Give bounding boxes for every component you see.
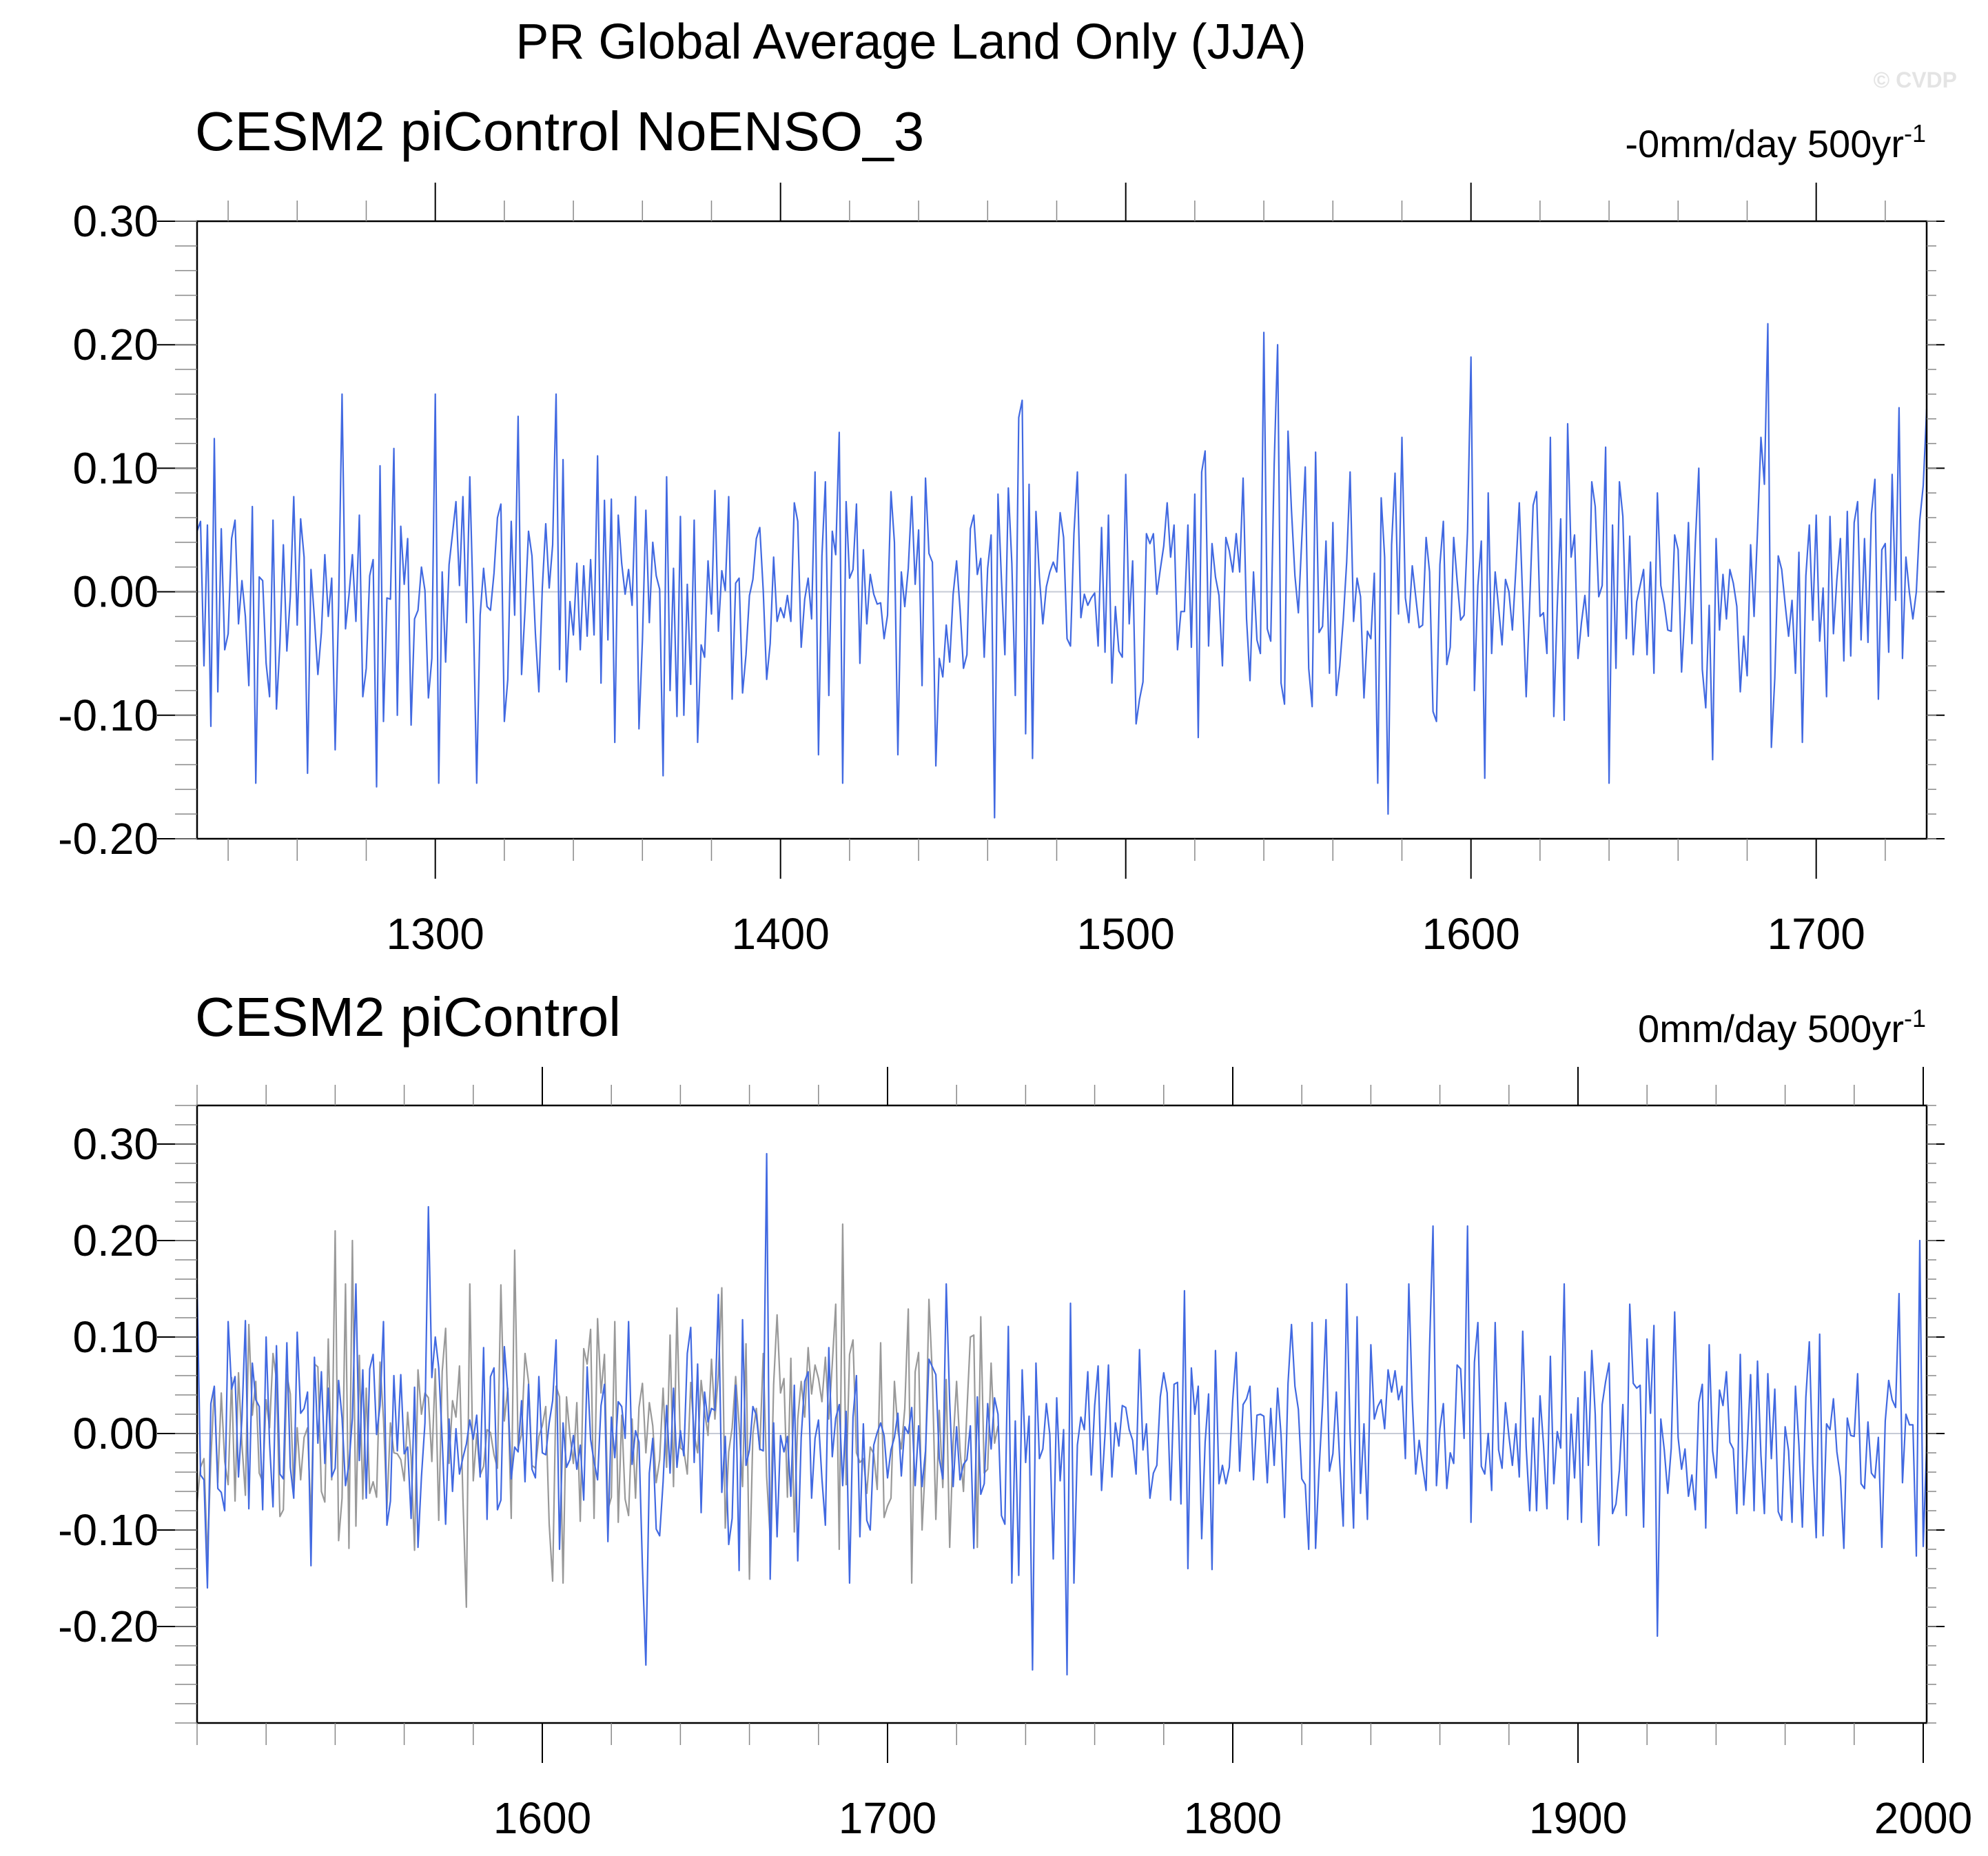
y-tick-label: 0.00 [72,1409,158,1458]
trend-label: -0mm/day 500yr-1 [1625,119,1926,165]
x-tick-label: 1400 [731,909,829,959]
x-tick-label: 1500 [1076,909,1174,959]
series-line-1 [196,323,1928,819]
chart-panel-picontrol: CESM2 piControl 0mm/day 500yr-1 0.30 0.20… [58,986,1972,1843]
trend-value: 0mm/day 500yr [1638,1007,1904,1050]
y-tick-label: -0.10 [58,691,158,740]
tick-layer: 0.30 0.20 0.10 0.00 -0.10 -0.20 1600 1700 1800 19… [58,1067,1972,1843]
panel-title: CESM2 piControl NoENSO_3 [195,101,924,162]
y-tick-label: 0.10 [72,1312,158,1362]
y-tick-label: 0.20 [72,1216,158,1265]
series-layer [196,323,1928,819]
panel-title: CESM2 piControl [195,986,621,1048]
trend-label: 0mm/day 500yr-1 [1638,1004,1926,1050]
x-tick-label: 2000 [1874,1793,1972,1843]
x-tick-label: 1900 [1529,1793,1627,1843]
chart-panel-noenso: CESM2 piControl NoENSO_3 -0mm/day 500yr-… [58,101,1945,959]
x-tick-label: 1700 [1767,909,1865,959]
trend-value: -0mm/day 500yr [1625,122,1904,165]
x-tick-label: 1800 [1184,1793,1282,1843]
y-tick-label: 0.30 [72,196,158,246]
y-tick-label: 0.10 [72,443,158,493]
y-tick-label: -0.20 [58,814,158,864]
tick-layer: 0.30 0.20 0.10 0.00 -0.10 -0.20 1300 1400 1500 16… [58,183,1945,959]
trend-exponent: -1 [1904,1004,1926,1032]
x-tick-label: 1700 [839,1793,936,1843]
series-layer [196,1152,1928,1676]
watermark: © CVDP [1874,68,1957,92]
plot-frame [196,220,1928,840]
trend-exponent: -1 [1904,119,1926,147]
x-tick-label: 1600 [1422,909,1519,959]
y-tick-label: 0.00 [72,567,158,617]
figure-title: PR Global Average Land Only (JJA) [515,14,1306,70]
y-tick-label: -0.20 [58,1602,158,1651]
y-tick-label: -0.10 [58,1505,158,1555]
x-tick-label: 1600 [493,1793,591,1843]
x-tick-label: 1300 [387,909,484,959]
series-line-2 [196,1152,1928,1676]
y-tick-label: 0.20 [72,320,158,369]
y-tick-label: 0.30 [72,1119,158,1169]
